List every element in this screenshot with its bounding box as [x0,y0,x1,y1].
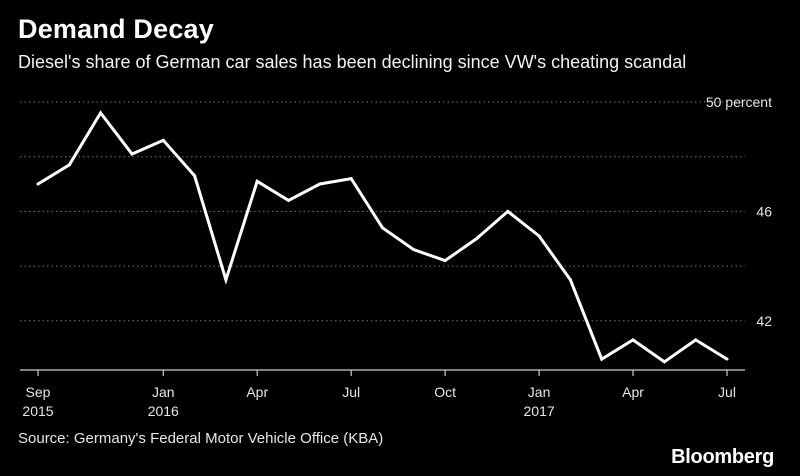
data-point [287,198,291,202]
x-tick-label: Jan [152,384,175,400]
bloomberg-logo: Bloomberg [671,446,774,468]
data-point [474,237,478,241]
x-tick-label: Apr [622,384,644,400]
data-point [662,360,666,364]
data-point [568,278,572,282]
data-point [36,182,40,186]
data-point [600,357,604,361]
y-tick-label: 46 [756,203,772,219]
series-line [37,110,728,364]
data-point [537,234,541,238]
data-point [412,248,416,252]
data-point [99,111,103,115]
x-tick-year-label: 2016 [148,403,179,419]
x-tick-label: Apr [246,384,268,400]
x-tick-label: Jul [342,384,360,400]
data-point [318,182,322,186]
gridlines [20,101,745,322]
y-tick-label: 42 [756,313,772,329]
data-point [67,163,71,167]
y-axis-labels: 50 percent 46 42 [706,94,772,329]
series-layer [36,110,729,364]
data-point [161,138,165,142]
data-point [255,179,259,183]
data-point [130,152,134,156]
data-point [631,338,635,342]
data-point [725,357,729,361]
x-axis-ticks: Sep 2015 Jan 2016 Apr Jul Oct Jan 2017 Apr Jul [22,370,736,419]
source-note: Source: Germany's Federal Motor Vehicle … [18,430,384,447]
data-point [193,174,197,178]
x-tick-year-label: 2015 [22,403,53,419]
data-point [224,278,228,282]
y-tick-label: 50 percent [706,94,772,110]
x-tick-label: Jan [528,384,551,400]
chart-subtitle: Diesel's share of German car sales has b… [18,52,687,72]
x-tick-label: Oct [434,384,456,400]
x-tick-label: Sep [26,384,51,400]
line-chart: 50 percent 46 42 Sep 2015 Jan 2016 Apr Jul Oct Ja… [20,94,772,419]
chart-title: Demand Decay [18,14,214,44]
data-point [381,226,384,230]
data-point [506,209,510,213]
x-tick-year-label: 2017 [524,403,555,419]
data-point [694,338,698,342]
data-point [349,177,353,181]
x-tick-label: Jul [718,384,736,400]
data-point [443,259,447,263]
